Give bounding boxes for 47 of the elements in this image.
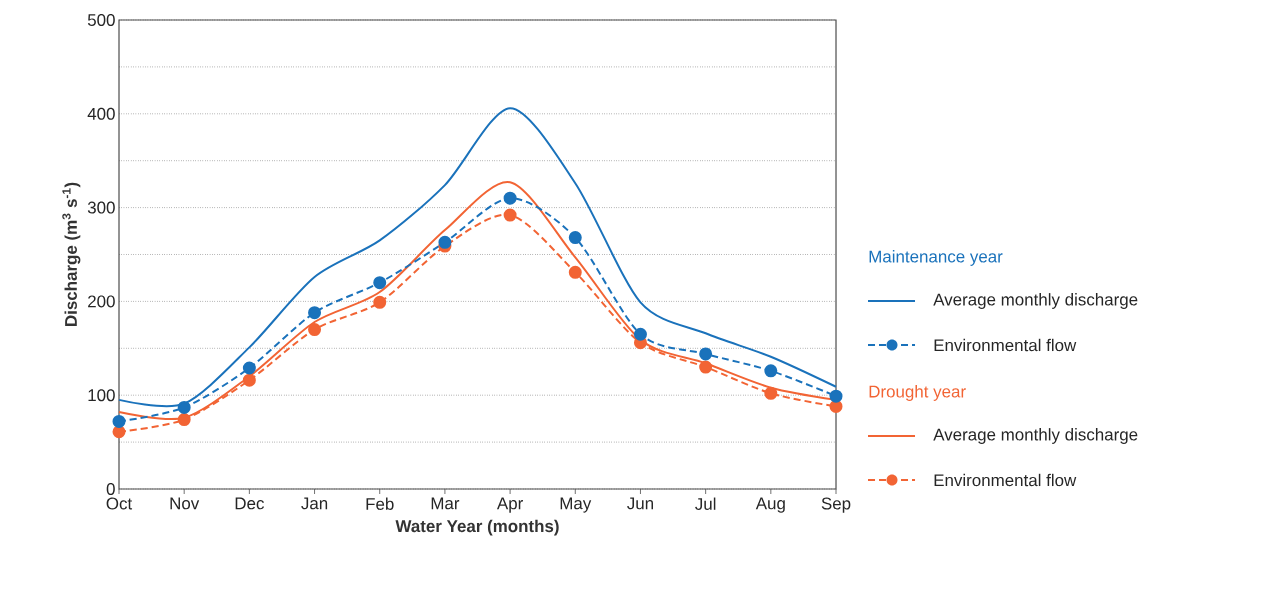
x-tick-label: Jan	[301, 497, 328, 510]
text: Maintenance year	[869, 250, 1003, 266]
point	[242, 373, 256, 387]
x-tick-label: Mar	[431, 497, 460, 510]
y-tick-label: 300	[87, 201, 115, 214]
x-tick-label: Nov	[170, 497, 200, 510]
x-tick-label: Aug	[755, 497, 785, 513]
x-tick-label: Sep	[821, 497, 851, 513]
point	[503, 191, 517, 205]
point	[829, 399, 843, 413]
point	[438, 235, 452, 249]
x-tick-label: Feb	[366, 497, 394, 510]
point	[503, 208, 517, 222]
point	[568, 265, 582, 279]
x-tick-label: Apr	[496, 497, 523, 513]
x-axis-title: Water Year (months)	[395, 519, 559, 536]
y-tick-label: 400	[87, 107, 115, 120]
point	[829, 389, 843, 403]
point	[242, 361, 256, 375]
x-tick-label: Oct	[106, 497, 133, 510]
point	[699, 360, 713, 374]
point	[633, 327, 647, 341]
x-tick-label: May	[560, 497, 592, 513]
point	[308, 323, 322, 337]
legend-label: Average monthly discharge	[933, 428, 1138, 444]
point	[568, 231, 582, 245]
x-tick-label: Jun	[627, 497, 654, 510]
point	[373, 295, 387, 309]
point	[764, 364, 778, 378]
legend-label: Environmental flow	[934, 473, 1077, 487]
x-tick-label: Jul	[695, 497, 716, 510]
x-tick-label: Dec	[235, 497, 264, 510]
point	[764, 386, 778, 400]
point	[308, 306, 322, 320]
y-tick-label: 0	[106, 483, 115, 495]
y-tick-label: 100	[88, 389, 115, 402]
y-tick-label: 200	[88, 295, 115, 308]
point	[373, 276, 387, 290]
point	[177, 413, 191, 427]
y-axis-title: Discharge (m$^{3}$ s$^{-1}$)	[62, 182, 81, 326]
legend-label: Environmental flow	[934, 338, 1077, 352]
point	[699, 347, 713, 361]
legend-label: Average monthly discharge	[933, 293, 1138, 309]
point	[177, 400, 191, 414]
point	[112, 414, 126, 428]
text: Drought year	[869, 385, 966, 401]
y-tick-label: 500	[87, 14, 115, 26]
